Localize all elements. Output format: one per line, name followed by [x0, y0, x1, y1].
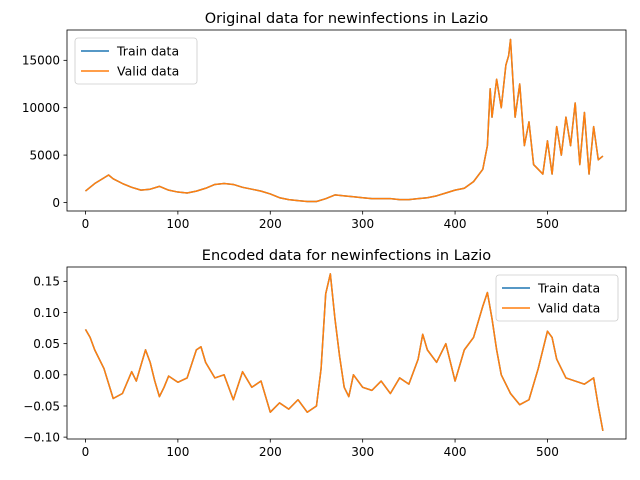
legend-label-valid: Valid data — [117, 64, 179, 79]
legend-label-valid: Valid data — [538, 301, 600, 316]
x-tick-label: 400 — [444, 217, 467, 231]
y-tick-label: 15000 — [22, 54, 60, 68]
y-tick-label: −0.10 — [23, 430, 60, 444]
x-tick-label: 0 — [82, 217, 90, 231]
plot-frame — [66, 266, 627, 440]
series-lines — [84, 273, 604, 432]
series-line-valid — [85, 38, 604, 203]
subplot-encoded: Encoded data for newinfections in Lazio … — [23, 248, 627, 459]
legend-box — [74, 37, 198, 85]
x-tick-label: 500 — [536, 217, 559, 231]
y-tick-label: 5000 — [29, 148, 60, 162]
series-lines — [85, 38, 604, 203]
y-axis: −0.10 −0.05 0.00 0.05 0.10 0.15 — [23, 275, 67, 444]
x-tick-label: 200 — [259, 445, 282, 459]
y-axis: 0 5000 10000 15000 — [22, 54, 67, 210]
legend-label-train: Train data — [537, 281, 600, 296]
x-tick-label: 300 — [351, 217, 374, 231]
x-tick-label: 300 — [351, 445, 374, 459]
legend-label-train: Train data — [116, 44, 179, 59]
chart-title: Encoded data for newinfections in Lazio — [202, 248, 492, 264]
series-line-valid — [84, 273, 604, 432]
x-tick-label: 100 — [166, 445, 189, 459]
y-tick-label: 0.15 — [33, 275, 60, 289]
x-axis: 0 100 200 300 400 500 — [82, 211, 559, 231]
legend: Train data Valid data — [495, 274, 619, 322]
y-tick-label: 0.10 — [33, 306, 60, 320]
x-axis: 0 100 200 300 400 500 — [82, 439, 559, 459]
x-tick-label: 400 — [444, 445, 467, 459]
y-tick-label: 10000 — [22, 101, 60, 115]
x-tick-label: 0 — [82, 445, 90, 459]
x-tick-label: 500 — [536, 445, 559, 459]
chart-title: Original data for newinfections in Lazio — [205, 11, 489, 27]
legend-box — [495, 274, 619, 322]
y-tick-label: 0.05 — [33, 337, 60, 351]
legend: Train data Valid data — [74, 37, 198, 85]
y-tick-label: 0.00 — [33, 368, 60, 382]
x-tick-label: 200 — [259, 217, 282, 231]
subplot-original: Original data for newinfections in Lazio… — [22, 11, 627, 231]
plot-frame — [66, 29, 627, 212]
y-tick-label: −0.05 — [23, 399, 60, 413]
y-tick-label: 0 — [52, 196, 60, 210]
x-tick-label: 100 — [166, 217, 189, 231]
